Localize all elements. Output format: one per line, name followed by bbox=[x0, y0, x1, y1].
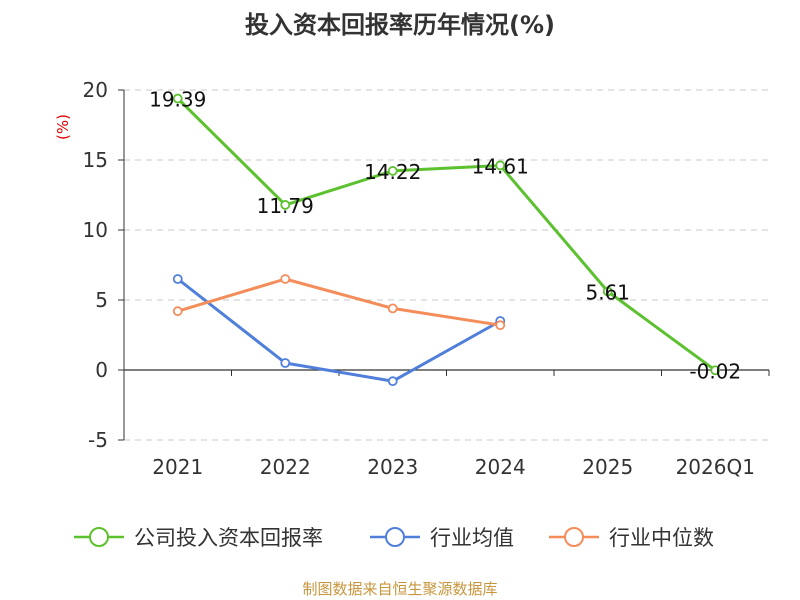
x-tick-label: 2021 bbox=[152, 455, 203, 479]
x-tick-label: 2026Q1 bbox=[676, 455, 755, 479]
legend-label-0[interactable]: 公司投入资本回报率 bbox=[134, 526, 323, 550]
data-point[interactable] bbox=[172, 93, 183, 104]
legend-label-2[interactable]: 行业中位数 bbox=[609, 526, 714, 550]
legend-marker-0[interactable] bbox=[89, 527, 109, 547]
data-label: -0.02 bbox=[689, 359, 741, 383]
gridlines bbox=[124, 89, 769, 441]
data-point[interactable] bbox=[387, 376, 398, 387]
x-tick-label: 2022 bbox=[260, 455, 311, 479]
y-tick-label: 15 bbox=[83, 148, 108, 172]
y-tick-label: 5 bbox=[95, 288, 108, 312]
data-point[interactable] bbox=[387, 166, 398, 176]
x-tick-label: 2024 bbox=[475, 455, 526, 479]
legend[interactable]: 公司投入资本回报率 行业均值 行业中位数 bbox=[74, 526, 714, 550]
data-point[interactable] bbox=[602, 286, 613, 297]
data-point[interactable] bbox=[710, 365, 721, 376]
data-label: 14.22 bbox=[364, 160, 421, 184]
data-labels: 19.39 11.79 14.22 14.61 5.61 -0.02 bbox=[149, 88, 741, 384]
legend-label-1[interactable]: 行业均值 bbox=[430, 526, 514, 550]
y-tick-label: 20 bbox=[83, 78, 108, 102]
y-tick-label: 10 bbox=[83, 218, 108, 242]
legend-marker-2[interactable] bbox=[564, 527, 584, 547]
data-point[interactable] bbox=[172, 306, 183, 317]
data-point[interactable] bbox=[495, 160, 506, 171]
data-point[interactable] bbox=[387, 303, 398, 314]
y-axis-label: (%) bbox=[54, 114, 72, 140]
data-point[interactable] bbox=[280, 358, 291, 368]
data-point[interactable] bbox=[172, 274, 183, 284]
series-group bbox=[172, 93, 721, 387]
series-line-0 bbox=[176, 97, 717, 372]
y-tick-label: -5 bbox=[88, 428, 108, 452]
data-point[interactable] bbox=[495, 320, 506, 331]
legend-marker-1[interactable] bbox=[385, 527, 405, 547]
data-label: 19.39 bbox=[149, 88, 206, 112]
x-tick-label: 2023 bbox=[367, 455, 418, 479]
series-line-1 bbox=[176, 277, 502, 383]
source-note: 制图数据来自恒生聚源数据库 bbox=[302, 580, 497, 598]
series-line-2 bbox=[177, 277, 501, 327]
data-label: 11.79 bbox=[257, 194, 314, 218]
x-tick-label: 2025 bbox=[582, 455, 633, 479]
data-label: 5.61 bbox=[585, 280, 630, 304]
data-point[interactable] bbox=[280, 200, 291, 210]
data-point[interactable] bbox=[280, 274, 291, 284]
data-label: 14.61 bbox=[472, 154, 529, 178]
y-tick-label: 0 bbox=[95, 358, 108, 382]
axes: 20 15 10 5 0 -5 2021 2022 2023 2024 2025 2026Q1 bbox=[83, 78, 770, 479]
chart-title: 投入资本回报率历年情况(%) bbox=[245, 11, 555, 39]
